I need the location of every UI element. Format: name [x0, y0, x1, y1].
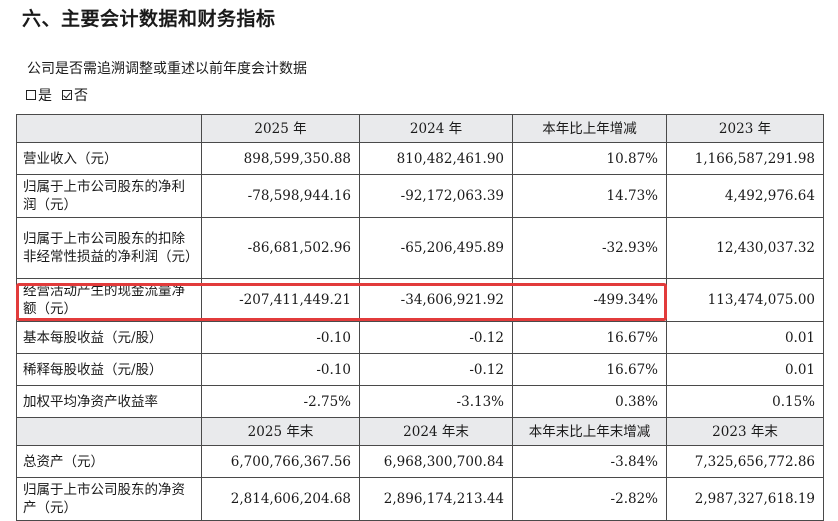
value-cell: 810,482,461.90 — [359, 142, 513, 175]
row-label: 基本每股收益（元/股） — [16, 321, 202, 354]
value-cell: 2,896,174,213.44 — [359, 477, 513, 521]
value-cell: 2,987,327,618.19 — [666, 477, 824, 521]
value-cell: 0.38% — [512, 385, 667, 418]
value-cell: 0.01 — [666, 353, 824, 386]
value-cell: 113,474,075.00 — [666, 278, 824, 322]
value-cell: 4,492,976.64 — [666, 174, 824, 218]
header-row: 2025 年 2024 年本年比上年增减 2023 年 — [16, 114, 824, 143]
table-row: 稀释每股收益（元/股） -0.10 -0.12 16.67% 0.01 — [16, 353, 824, 386]
value-cell: -499.34% — [512, 278, 667, 322]
value-cell: -65,206,495.89 — [359, 217, 513, 279]
value-cell: 14.73% — [512, 174, 667, 218]
table-row: 归属于上市公司股东的净利润（元） -78,598,944.16 -92,172,06… — [16, 174, 824, 218]
header-empty-cell — [16, 114, 202, 143]
column-header: 2024 年 — [359, 114, 513, 143]
choice-no-label: 否 — [74, 88, 88, 104]
row-label: 稀释每股收益（元/股） — [16, 353, 202, 386]
value-cell: -32.93% — [512, 217, 667, 279]
value-cell: -34,606,921.92 — [359, 278, 513, 322]
value-cell: -2.75% — [201, 385, 360, 418]
value-cell: 1,166,587,291.98 — [666, 142, 824, 175]
value-cell: -0.10 — [201, 353, 360, 386]
value-cell: -207,411,449.21 — [201, 278, 360, 322]
table-row: 经营活动产生的现金流量净额（元） -207,411,449.21 -34,606,9… — [16, 278, 824, 322]
value-cell: 6,968,300,700.84 — [359, 445, 513, 478]
row-label: 加权平均净资产收益率 — [16, 385, 202, 418]
value-cell: 16.67% — [512, 353, 667, 386]
restatement-question: 公司是否需追溯调整或重述以前年度会计数据 — [27, 61, 307, 77]
choice-yes-label: 是 — [38, 88, 52, 104]
row-label: 归属于上市公司股东的扣除非经常性损益的净利润（元） — [16, 217, 202, 279]
restatement-choices: 是 否 — [26, 85, 98, 105]
row-label: 归属于上市公司股东的净利润（元） — [16, 174, 202, 218]
value-cell: -2.82% — [512, 477, 667, 521]
table-row: 加权平均净资产收益率 -2.75% -3.13% 0.38% 0.15% — [16, 385, 824, 418]
row-label: 经营活动产生的现金流量净额（元） — [16, 278, 202, 322]
column-header: 2023 年 — [666, 114, 824, 143]
row-label: 总资产（元） — [16, 445, 202, 478]
value-cell: -0.10 — [201, 321, 360, 354]
value-cell: -92,172,063.39 — [359, 174, 513, 218]
value-cell: 2,814,606,204.68 — [201, 477, 360, 521]
column-header: 2025 年 — [201, 114, 360, 143]
value-cell: -0.12 — [359, 321, 513, 354]
column-header: 本年比上年增减 — [512, 114, 667, 143]
column-header: 本年末比上年末增减 — [512, 417, 667, 446]
column-header: 2025 年末 — [201, 417, 360, 446]
value-cell: -0.12 — [359, 353, 513, 386]
value-cell: 898,599,350.88 — [201, 142, 360, 175]
header-row: 2025 年末 2024 年末 本年末比上年末增减 2023 年末 — [16, 417, 824, 446]
value-cell: 7,325,656,772.86 — [666, 445, 824, 478]
value-cell: -3.84% — [512, 445, 667, 478]
table-row: 基本每股收益（元/股） -0.10 -0.12 16.67% 0.01 — [16, 321, 824, 354]
table-row: 归属于上市公司股东的扣除非经常性损益的净利润（元） -86,681,502.96-… — [16, 217, 824, 279]
value-cell: 12,430,037.32 — [666, 217, 824, 279]
table-row: 总资产（元） 6,700,766,367.56 6,968,300,700.84 -3… — [16, 445, 824, 478]
column-header: 2023 年末 — [666, 417, 824, 446]
checkbox-unchecked-icon[interactable] — [26, 90, 36, 100]
row-label: 归属于上市公司股东的净资产（元） — [16, 477, 202, 521]
financial-indicators-table: 2025 年 2024 年本年比上年增减 2023 年营业收入（元） 898,599,… — [16, 114, 824, 521]
value-cell: 16.67% — [512, 321, 667, 354]
value-cell: 0.15% — [666, 385, 824, 418]
checkbox-checked-icon[interactable] — [62, 90, 72, 100]
header-empty-cell — [16, 417, 202, 446]
value-cell: -86,681,502.96 — [201, 217, 360, 279]
column-header: 2024 年末 — [359, 417, 513, 446]
table-row: 归属于上市公司股东的净资产（元） 2,814,606,204.68 2,896,17… — [16, 477, 824, 521]
value-cell: 6,700,766,367.56 — [201, 445, 360, 478]
choice-no[interactable]: 否 — [62, 85, 88, 105]
row-label: 营业收入（元） — [16, 142, 202, 175]
value-cell: -3.13% — [359, 385, 513, 418]
value-cell: 0.01 — [666, 321, 824, 354]
section-heading: 六、主要会计数据和财务指标 — [22, 8, 276, 30]
table-row: 营业收入（元） 898,599,350.88 810,482,461.90 10.87… — [16, 142, 824, 175]
value-cell: -78,598,944.16 — [201, 174, 360, 218]
value-cell: 10.87% — [512, 142, 667, 175]
choice-yes[interactable]: 是 — [26, 85, 52, 105]
